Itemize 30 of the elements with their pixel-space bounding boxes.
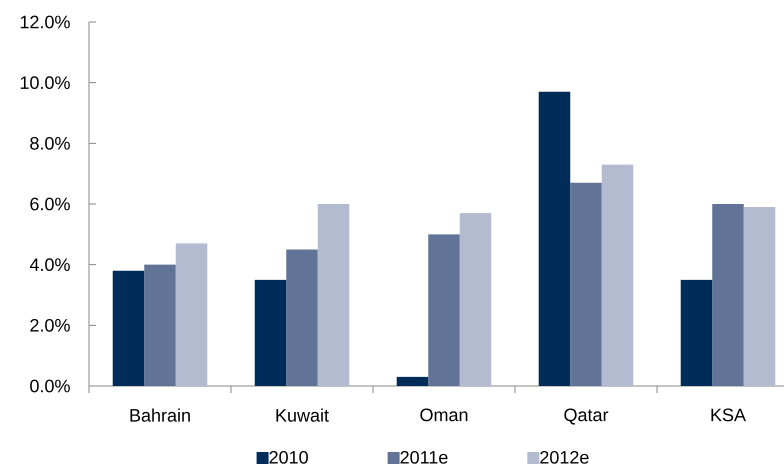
x-tick-label: Kuwait bbox=[276, 408, 329, 422]
bar bbox=[712, 204, 744, 386]
x-tick-label: Oman bbox=[420, 408, 468, 422]
legend-label: 2012e bbox=[540, 450, 589, 464]
bar bbox=[680, 280, 712, 386]
bar bbox=[602, 164, 634, 386]
bar bbox=[144, 264, 176, 386]
x-tick-label: KSA bbox=[711, 408, 746, 422]
legend-label: 2010 bbox=[269, 450, 308, 464]
bar bbox=[428, 234, 460, 386]
y-tick-label: 10.0% bbox=[20, 76, 70, 90]
y-tick-label: 0.0% bbox=[30, 380, 70, 392]
x-tick-label: Bahrain bbox=[130, 408, 190, 422]
x-tick-label: Qatar bbox=[564, 408, 608, 425]
y-tick-label: 2.0% bbox=[30, 318, 70, 332]
bar bbox=[176, 243, 208, 386]
bar bbox=[538, 92, 570, 386]
bar bbox=[318, 204, 350, 386]
bar bbox=[460, 213, 492, 386]
bar bbox=[744, 207, 776, 386]
bar bbox=[570, 182, 602, 386]
y-tick-label: 6.0% bbox=[30, 198, 70, 210]
bar bbox=[112, 270, 144, 386]
legend-label: 2011e bbox=[400, 450, 448, 464]
bar bbox=[254, 280, 286, 386]
bar bbox=[286, 250, 318, 386]
y-tick-label: 8.0% bbox=[30, 136, 70, 150]
y-tick-label: 12.0% bbox=[20, 16, 70, 28]
y-tick-label: 4.0% bbox=[30, 258, 70, 272]
bar bbox=[396, 376, 428, 386]
